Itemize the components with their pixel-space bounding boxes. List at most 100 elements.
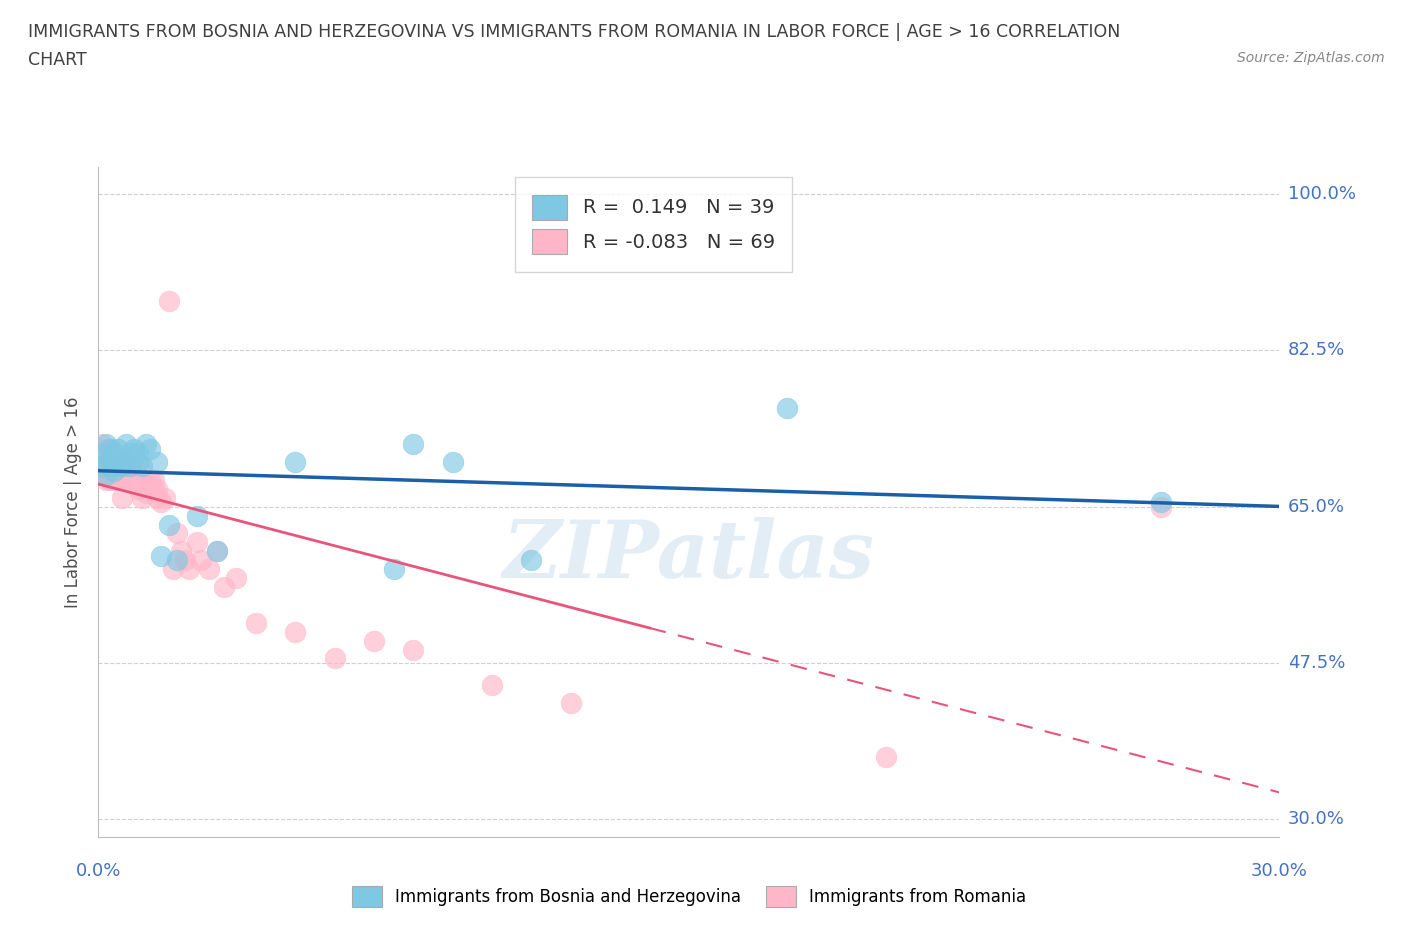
Point xyxy=(103,450,125,465)
Text: 100.0%: 100.0% xyxy=(1288,185,1355,203)
Point xyxy=(103,459,125,474)
Point xyxy=(115,437,138,452)
Point xyxy=(96,441,118,456)
Point xyxy=(91,437,114,452)
Point xyxy=(363,633,385,648)
Point xyxy=(98,441,121,456)
Point xyxy=(111,459,134,474)
Point xyxy=(107,455,129,470)
Point xyxy=(284,455,307,470)
Point xyxy=(166,526,188,541)
Point xyxy=(115,459,138,474)
Point xyxy=(96,455,118,470)
Point xyxy=(1150,495,1173,510)
Point xyxy=(111,490,134,505)
Point xyxy=(150,549,173,564)
Point xyxy=(118,459,141,474)
Point xyxy=(91,459,114,474)
Text: Source: ZipAtlas.com: Source: ZipAtlas.com xyxy=(1237,51,1385,65)
Text: IMMIGRANTS FROM BOSNIA AND HERZEGOVINA VS IMMIGRANTS FROM ROMANIA IN LABOR FORCE: IMMIGRANTS FROM BOSNIA AND HERZEGOVINA V… xyxy=(28,23,1121,41)
Point xyxy=(162,562,184,577)
Point xyxy=(127,482,149,497)
Point xyxy=(177,562,200,577)
Point xyxy=(155,490,177,505)
Point xyxy=(122,459,145,474)
Point xyxy=(111,459,134,474)
Point xyxy=(135,437,157,452)
Point xyxy=(142,472,165,487)
Point xyxy=(91,455,114,470)
Point xyxy=(214,579,236,594)
Point xyxy=(441,455,464,470)
Point xyxy=(142,482,165,497)
Point xyxy=(103,445,125,460)
Point xyxy=(127,445,149,460)
Point xyxy=(96,450,118,465)
Point xyxy=(115,472,138,487)
Point xyxy=(157,517,180,532)
Point xyxy=(96,437,118,452)
Point xyxy=(118,468,141,483)
Point xyxy=(170,544,193,559)
Point xyxy=(174,552,197,567)
Point xyxy=(96,472,118,487)
Point xyxy=(98,472,121,487)
Point xyxy=(103,468,125,483)
Point xyxy=(103,472,125,487)
Point xyxy=(111,472,134,487)
Text: 30.0%: 30.0% xyxy=(1251,862,1308,880)
Point xyxy=(131,490,153,505)
Point xyxy=(245,616,267,631)
Point xyxy=(118,459,141,474)
Point xyxy=(481,678,503,693)
Point xyxy=(166,552,188,567)
Point xyxy=(186,535,208,550)
Point xyxy=(115,455,138,470)
Point xyxy=(135,485,157,500)
Point xyxy=(96,455,118,470)
Point xyxy=(107,468,129,483)
Point xyxy=(520,552,543,567)
Point xyxy=(205,544,228,559)
Point xyxy=(103,463,125,478)
Point xyxy=(98,455,121,470)
Point xyxy=(138,472,160,487)
Point xyxy=(402,642,425,657)
Point xyxy=(146,455,169,470)
Point xyxy=(127,455,149,470)
Point xyxy=(135,472,157,487)
Point xyxy=(118,445,141,460)
Y-axis label: In Labor Force | Age > 16: In Labor Force | Age > 16 xyxy=(65,396,83,608)
Point xyxy=(118,472,141,487)
Point xyxy=(103,455,125,470)
Point xyxy=(98,459,121,474)
Point xyxy=(131,472,153,487)
Point xyxy=(146,482,169,497)
Point xyxy=(115,455,138,470)
Point xyxy=(284,624,307,639)
Text: CHART: CHART xyxy=(28,51,87,69)
Text: 0.0%: 0.0% xyxy=(76,862,121,880)
Text: 30.0%: 30.0% xyxy=(1288,810,1344,828)
Point xyxy=(107,441,129,456)
Point xyxy=(111,455,134,470)
Point xyxy=(186,508,208,523)
Point xyxy=(402,437,425,452)
Point xyxy=(107,472,129,487)
Point xyxy=(875,750,897,764)
Point xyxy=(122,472,145,487)
Legend: Immigrants from Bosnia and Herzegovina, Immigrants from Romania: Immigrants from Bosnia and Herzegovina, … xyxy=(343,878,1035,916)
Point xyxy=(205,544,228,559)
Point xyxy=(91,468,114,483)
Point xyxy=(157,294,180,309)
Point xyxy=(122,441,145,456)
Point xyxy=(98,459,121,474)
Point xyxy=(382,562,405,577)
Point xyxy=(127,472,149,487)
Point xyxy=(103,445,125,460)
Point xyxy=(107,459,129,474)
Point xyxy=(197,562,219,577)
Point xyxy=(131,459,153,474)
Point xyxy=(91,445,114,460)
Point xyxy=(150,495,173,510)
